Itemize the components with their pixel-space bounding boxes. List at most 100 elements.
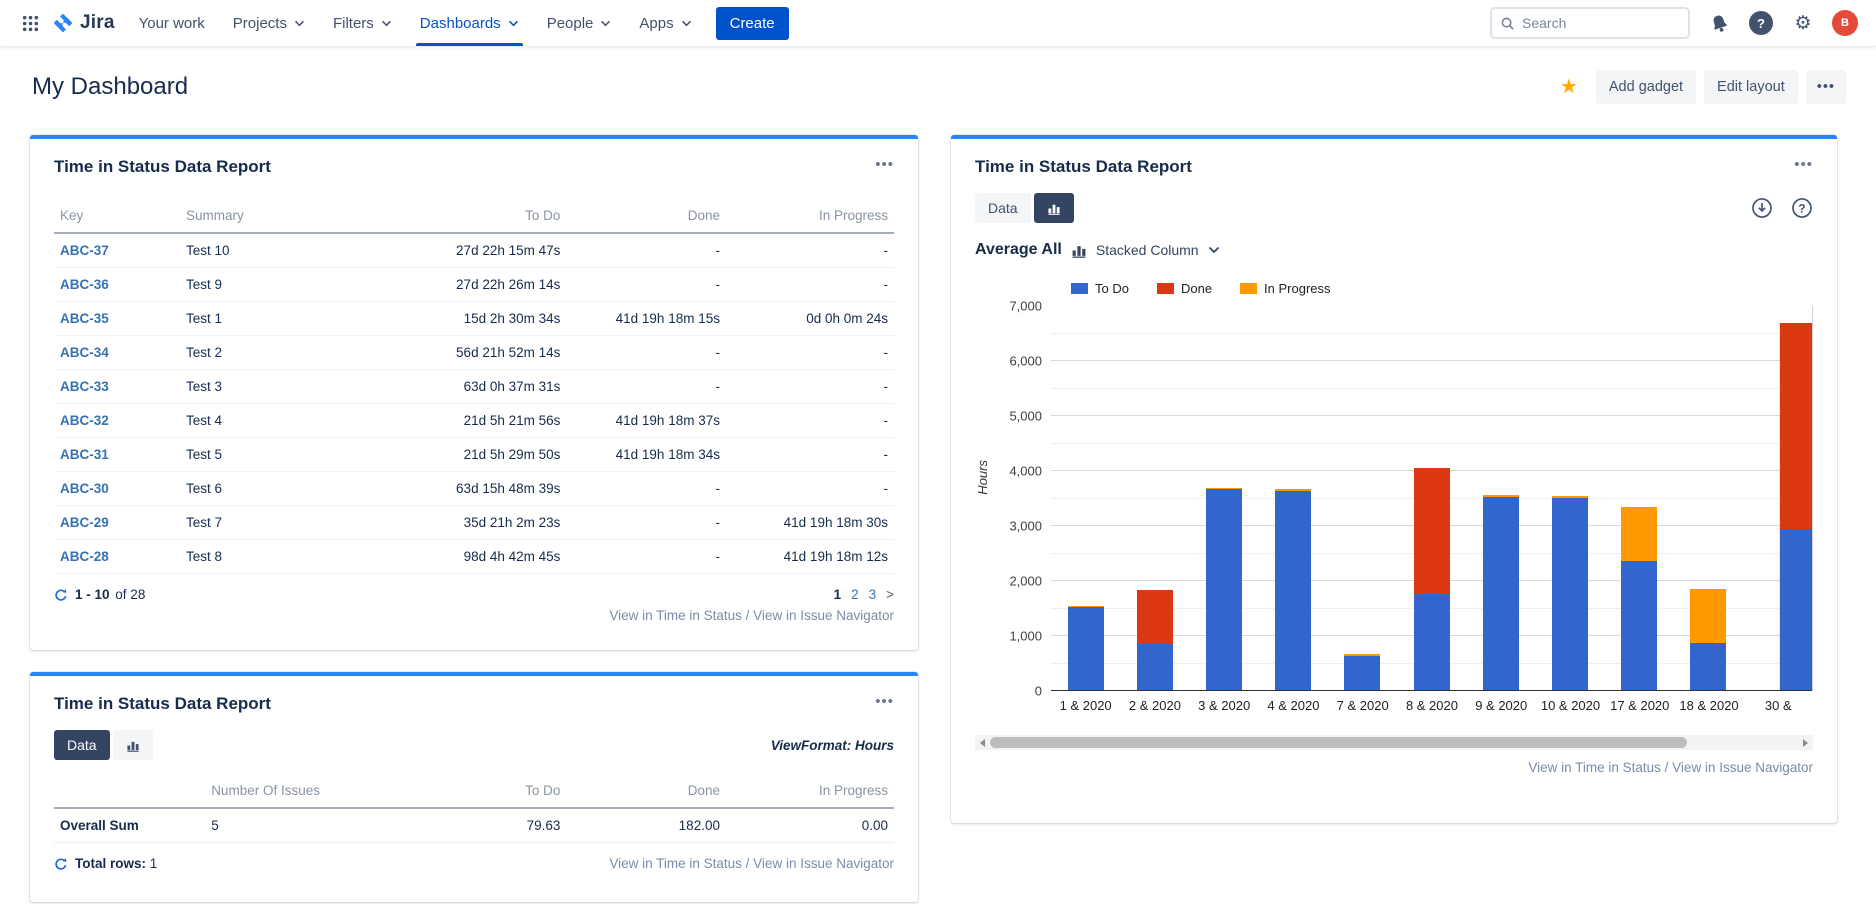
stacked-bar[interactable]: [1275, 306, 1312, 691]
stacked-bar[interactable]: [1205, 306, 1242, 691]
jira-logo[interactable]: Jira: [46, 12, 125, 34]
bar-segment-in-progress[interactable]: [1205, 487, 1242, 490]
navbar-right: ? ⚙ B: [1490, 7, 1858, 39]
gadget-more-icon[interactable]: •••: [1794, 156, 1813, 173]
refresh-icon[interactable]: [54, 857, 68, 871]
nav-item-people[interactable]: People: [533, 0, 626, 46]
page-link-3[interactable]: 3: [868, 587, 877, 602]
view-in-issue-navigator-link[interactable]: View in Issue Navigator: [753, 856, 894, 871]
help-icon[interactable]: ?: [1748, 10, 1774, 36]
issue-key-link[interactable]: ABC-29: [60, 515, 109, 530]
bar-segment-to-do[interactable]: [1275, 490, 1312, 691]
issue-key-link[interactable]: ABC-28: [60, 549, 109, 564]
stacked-bar[interactable]: [1067, 306, 1104, 691]
stacked-bar[interactable]: [1482, 306, 1519, 691]
issue-key-link[interactable]: ABC-37: [60, 243, 109, 258]
chart-view-tab[interactable]: [112, 730, 153, 760]
gadget-more-icon[interactable]: •••: [875, 693, 894, 710]
bar-segment-to-do[interactable]: [1344, 655, 1381, 691]
favorite-star-icon[interactable]: ★: [1559, 76, 1578, 98]
stacked-bar[interactable]: [1344, 306, 1381, 691]
bar-segment-in-progress[interactable]: [1551, 496, 1588, 498]
view-in-time-in-status-link[interactable]: View in Time in Status: [1528, 760, 1661, 775]
nav-item-apps[interactable]: Apps: [625, 0, 705, 46]
bar-segment-in-progress[interactable]: [1344, 654, 1381, 656]
scrollbar-left-arrow[interactable]: [975, 735, 990, 750]
bar-segment-to-do[interactable]: [1482, 496, 1519, 691]
notifications-bell-icon[interactable]: [1706, 10, 1732, 36]
bar-segment-done[interactable]: [1136, 589, 1173, 645]
gadget-title: Time in Status Data Report: [975, 157, 1192, 176]
stacked-bar[interactable]: [1690, 306, 1727, 691]
x-axis-label: 3 & 2020: [1198, 698, 1251, 713]
app-switcher-icon[interactable]: [14, 7, 46, 39]
bar-column: [1051, 306, 1120, 691]
issue-key-link[interactable]: ABC-32: [60, 413, 109, 428]
gadget-more-icon[interactable]: •••: [875, 156, 894, 173]
issue-key-link[interactable]: ABC-36: [60, 277, 109, 292]
bar-segment-done[interactable]: [1413, 468, 1450, 594]
chart-type-selector[interactable]: Stacked Column: [1095, 242, 1199, 258]
nav-item-filters[interactable]: Filters: [319, 0, 406, 46]
scrollbar-right-arrow[interactable]: [1798, 735, 1813, 750]
nav-item-projects[interactable]: Projects: [219, 0, 319, 46]
issue-key-cell: ABC-35: [54, 301, 180, 336]
chart-horizontal-scrollbar[interactable]: [975, 735, 1813, 750]
edit-layout-button[interactable]: Edit layout: [1704, 70, 1798, 104]
chart-view-tab[interactable]: [1033, 193, 1074, 223]
issue-key-link[interactable]: ABC-34: [60, 345, 109, 360]
dashboard-more-button[interactable]: •••: [1805, 70, 1846, 104]
nav-item-your-work[interactable]: Your work: [125, 0, 219, 46]
x-axis-label: 30 &: [1764, 698, 1792, 713]
nav-item-dashboards[interactable]: Dashboards: [406, 0, 533, 46]
y-tick-label: 1,000: [1009, 628, 1042, 644]
search-box[interactable]: [1490, 7, 1690, 39]
view-in-issue-navigator-link[interactable]: View in Issue Navigator: [753, 608, 894, 623]
chevron-down-icon[interactable]: [1208, 246, 1220, 254]
search-input[interactable]: [1522, 15, 1680, 31]
overall-sum-label: Overall Sum: [54, 808, 206, 843]
stacked-bar[interactable]: [1780, 306, 1812, 691]
download-icon[interactable]: [1751, 197, 1773, 219]
bar-segment-to-do[interactable]: [1067, 607, 1104, 691]
page-link-2[interactable]: 2: [851, 587, 859, 602]
view-in-issue-navigator-link[interactable]: View in Issue Navigator: [1672, 760, 1813, 775]
bar-segment-to-do[interactable]: [1690, 643, 1727, 691]
bar-segment-in-progress[interactable]: [1621, 506, 1658, 562]
bar-segment-in-progress[interactable]: [1275, 489, 1312, 491]
bar-segment-to-do[interactable]: [1413, 593, 1450, 691]
column-header-done: Done: [566, 774, 726, 809]
issue-key-link[interactable]: ABC-30: [60, 481, 109, 496]
add-gadget-button[interactable]: Add gadget: [1595, 70, 1697, 104]
issue-key-link[interactable]: ABC-31: [60, 447, 109, 462]
stacked-bar[interactable]: [1136, 306, 1173, 691]
view-in-time-in-status-link[interactable]: View in Time in Status: [609, 856, 742, 871]
overall-sum-inprogress: 0.00: [725, 808, 894, 843]
chart-help-icon[interactable]: ?: [1791, 197, 1813, 219]
refresh-icon[interactable]: [54, 588, 68, 602]
issue-key-link[interactable]: ABC-35: [60, 311, 109, 326]
view-in-time-in-status-link[interactable]: View in Time in Status: [609, 608, 742, 623]
page-link-1: 1: [833, 587, 842, 602]
bar-chart-icon: [126, 739, 140, 752]
data-view-tab[interactable]: Data: [975, 193, 1031, 223]
bar-segment-done[interactable]: [1780, 322, 1812, 529]
issue-key-link[interactable]: ABC-33: [60, 379, 109, 394]
next-page-button[interactable]: >: [886, 587, 894, 602]
bar-segment-to-do[interactable]: [1780, 528, 1812, 691]
bar-segment-in-progress[interactable]: [1067, 605, 1104, 608]
data-view-tab[interactable]: Data: [54, 730, 110, 760]
bar-segment-to-do[interactable]: [1621, 561, 1658, 691]
scrollbar-thumb[interactable]: [990, 737, 1688, 748]
bar-segment-in-progress[interactable]: [1690, 588, 1727, 644]
bar-segment-to-do[interactable]: [1551, 497, 1588, 691]
user-avatar[interactable]: B: [1832, 10, 1858, 36]
stacked-bar[interactable]: [1551, 306, 1588, 691]
settings-gear-icon[interactable]: ⚙: [1794, 12, 1812, 34]
stacked-bar[interactable]: [1621, 306, 1658, 691]
create-button[interactable]: Create: [715, 6, 789, 40]
bar-segment-in-progress[interactable]: [1482, 495, 1519, 497]
bar-segment-to-do[interactable]: [1205, 489, 1242, 691]
stacked-bar[interactable]: [1413, 306, 1450, 691]
bar-segment-to-do[interactable]: [1136, 644, 1173, 691]
